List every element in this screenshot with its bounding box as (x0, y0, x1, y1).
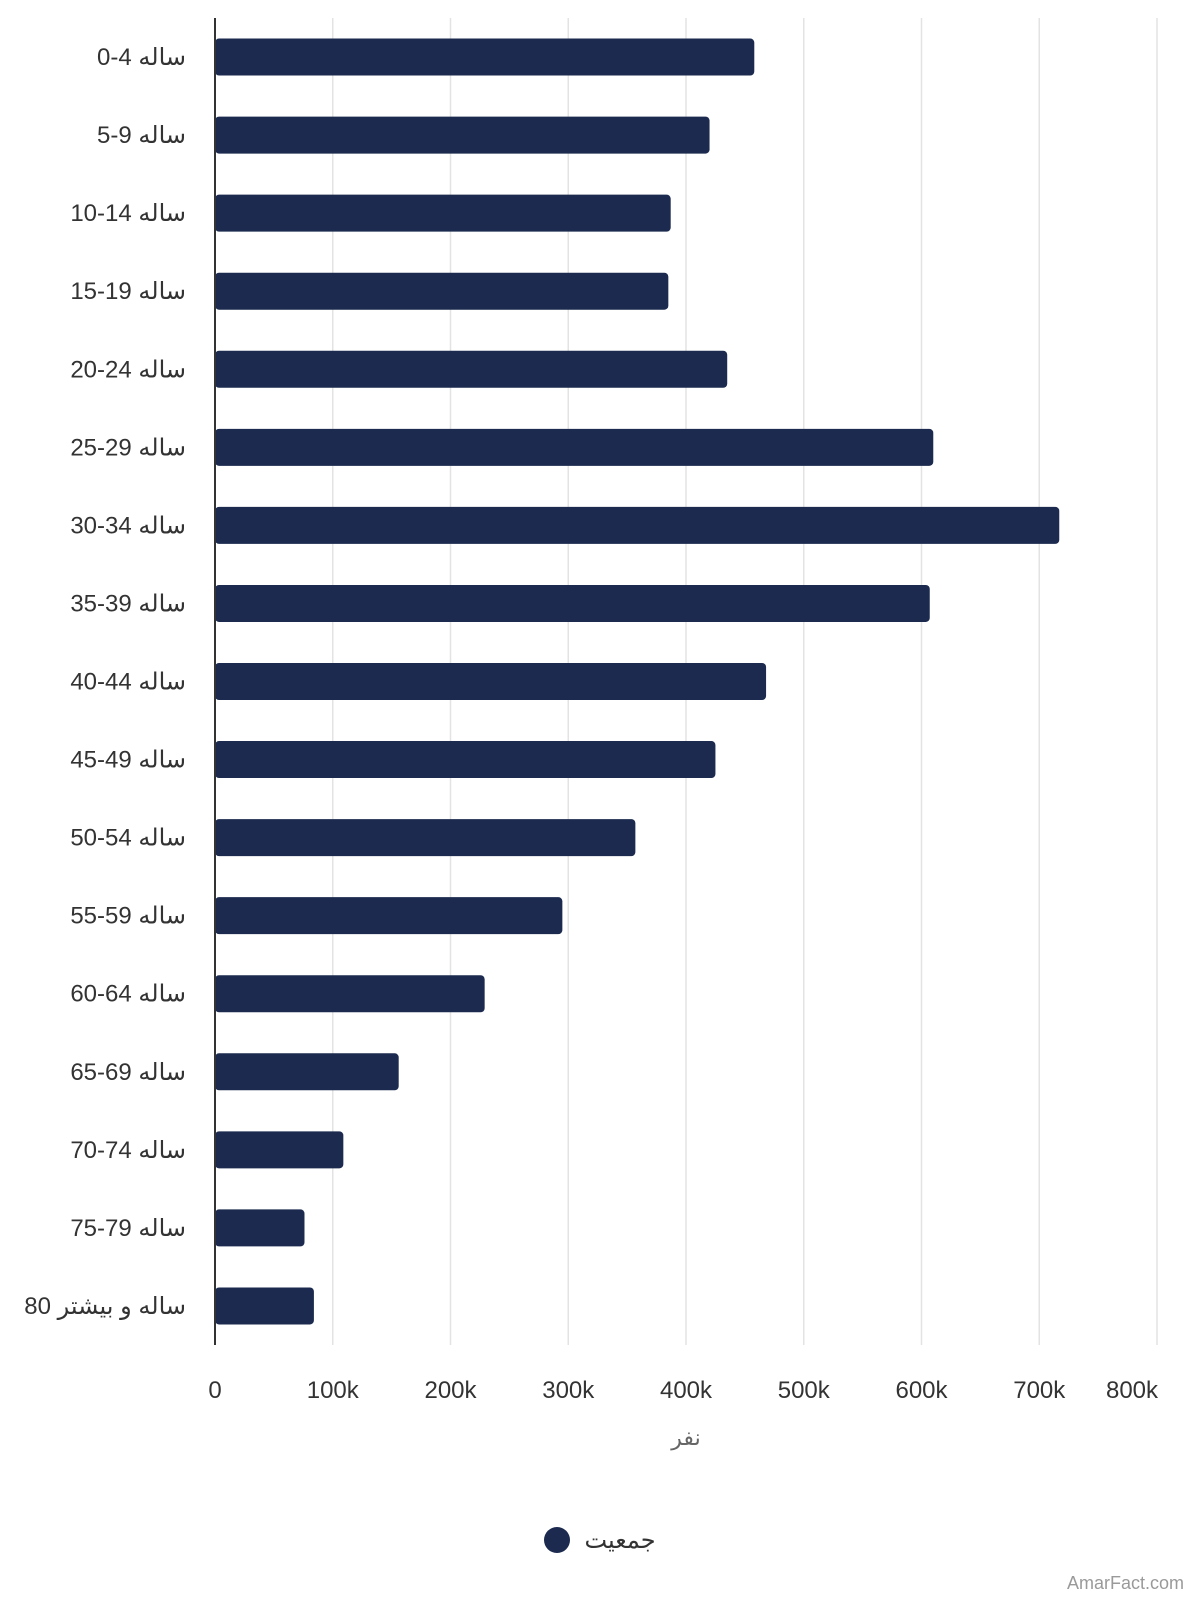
x-tick-label: 600k (895, 1377, 948, 1404)
x-tick-label: 800k (1106, 1377, 1159, 1404)
category-label: 5-9 ساله (97, 122, 186, 149)
population-bar-chart: 0-4 ساله 5-9 ساله 10-14 ساله 15-19 ساله 20-2… (24, 18, 1159, 1450)
category-label: 45-49 ساله (70, 747, 186, 774)
bar (215, 506, 1060, 544)
category-labels: 0-4 ساله 5-9 ساله 10-14 ساله 15-19 ساله 20-2… (24, 44, 186, 1320)
bar (215, 584, 930, 622)
x-tick-label: 500k (778, 1377, 831, 1404)
x-tick-label: 300k (542, 1377, 595, 1404)
legend-series-name: جمعیت (584, 1526, 656, 1554)
category-label: 80 ساله و بیشتر (24, 1293, 186, 1320)
bar (215, 428, 934, 466)
x-axis-title: نفر (670, 1425, 700, 1450)
bar (215, 819, 636, 857)
x-tick-label: 100k (307, 1377, 360, 1404)
category-label: 15-19 ساله (70, 278, 186, 305)
x-tick-labels: 0 100k 200k 300k 400k 500k 600k 700k 800k (208, 1377, 1159, 1404)
legend-marker (544, 1527, 571, 1553)
bar (215, 975, 485, 1013)
bar (215, 194, 671, 232)
x-tick-label: 700k (1013, 1377, 1066, 1404)
bar (215, 1209, 305, 1247)
category-label: 20-24 ساله (70, 356, 186, 383)
category-label: 65-69 ساله (70, 1059, 186, 1086)
category-label: 25-29 ساله (70, 434, 186, 461)
bar (215, 1287, 314, 1325)
bar (215, 38, 755, 76)
bar (215, 1131, 344, 1169)
category-label: 10-14 ساله (70, 200, 186, 227)
category-label: 40-44 ساله (70, 669, 186, 696)
bar (215, 663, 767, 700)
bar (215, 116, 710, 154)
category-label: 50-54 ساله (70, 825, 186, 852)
bar (215, 350, 728, 388)
category-label: 30-34 ساله (70, 512, 186, 539)
category-label: 70-74 ساله (70, 1137, 186, 1164)
bar (215, 741, 716, 779)
x-tick-label: 200k (424, 1377, 477, 1404)
legend: جمعیت (0, 1520, 1200, 1560)
bars (215, 38, 1060, 1325)
x-tick-label: 400k (660, 1377, 713, 1404)
category-label: 55-59 ساله (70, 903, 186, 930)
category-label: 0-4 ساله (97, 44, 186, 71)
category-label: 35-39 ساله (70, 590, 186, 617)
category-label: 75-79 ساله (70, 1215, 186, 1242)
bar (215, 897, 563, 935)
category-label: 60-64 ساله (70, 981, 186, 1008)
bar (215, 272, 669, 310)
source-credit: AmarFact.com (1066, 1573, 1184, 1593)
x-tick-label: 0 (208, 1377, 221, 1404)
bar (215, 1053, 399, 1091)
